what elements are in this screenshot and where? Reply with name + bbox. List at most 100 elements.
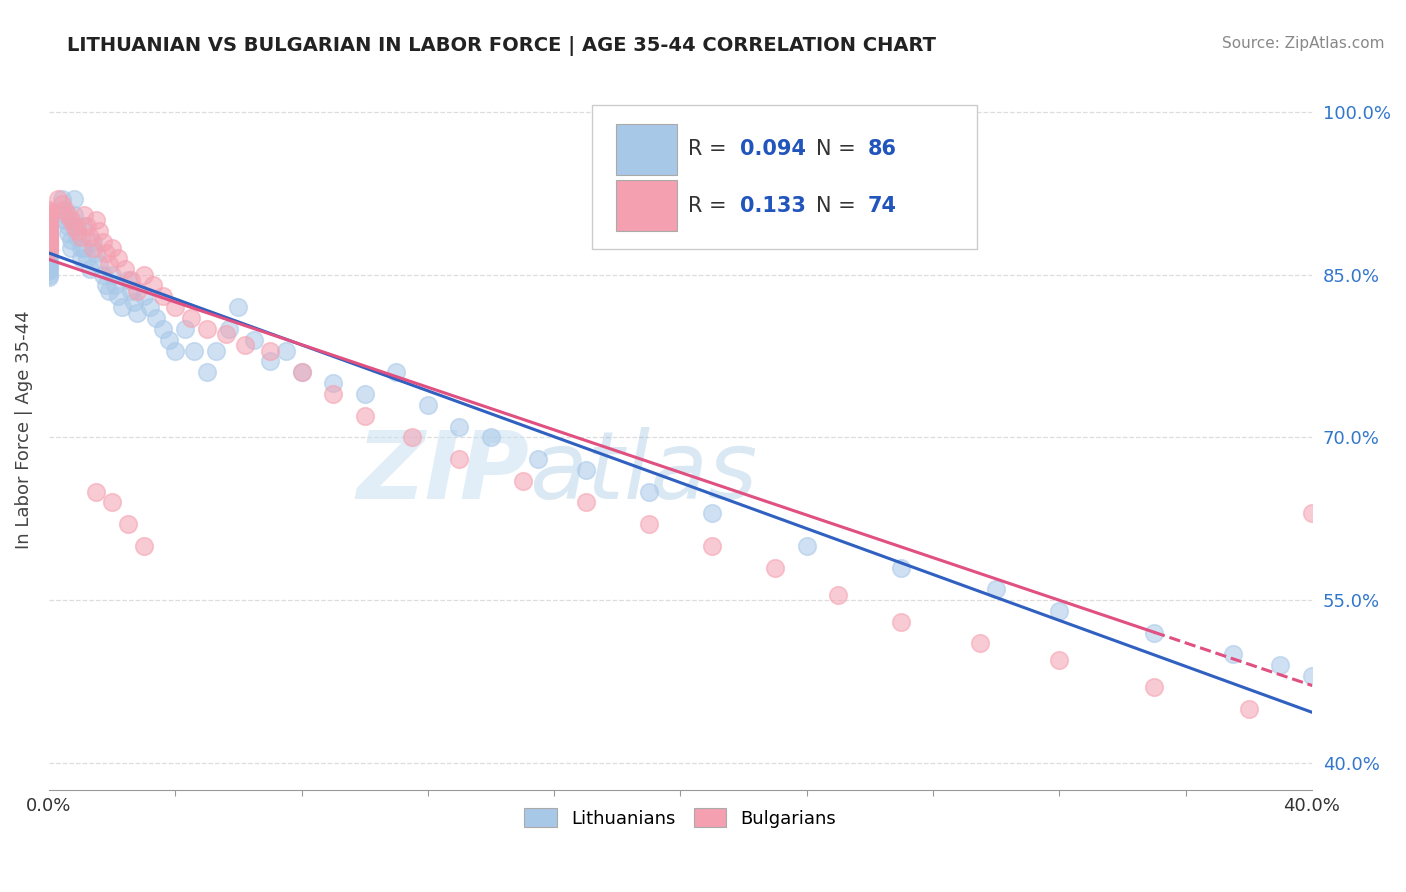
Point <box>38 222 60 236</box>
Point <box>86 484 108 499</box>
Point <box>38 268 60 282</box>
Point <box>165 300 187 314</box>
Text: LITHUANIAN VS BULGARIAN IN LABOR FORCE | AGE 35-44 CORRELATION CHART: LITHUANIAN VS BULGARIAN IN LABOR FORCE |… <box>67 36 936 55</box>
Point <box>89 257 111 271</box>
Point <box>527 452 550 467</box>
Text: ZIP: ZIP <box>356 426 529 518</box>
Point <box>104 278 127 293</box>
Point <box>700 539 723 553</box>
Point <box>1143 680 1166 694</box>
Point <box>38 227 60 242</box>
Point <box>38 235 60 249</box>
FancyBboxPatch shape <box>616 179 676 231</box>
Point <box>38 227 60 241</box>
Point <box>142 278 165 293</box>
Point <box>38 237 60 252</box>
Point <box>38 269 60 284</box>
Point <box>132 268 155 282</box>
Point <box>69 240 91 254</box>
Point <box>86 246 108 260</box>
Point <box>1364 539 1386 553</box>
Point <box>827 588 849 602</box>
Point <box>38 254 60 268</box>
Text: atlas: atlas <box>529 427 756 518</box>
Point <box>173 322 195 336</box>
Text: R =: R = <box>688 139 734 160</box>
Point <box>38 219 60 233</box>
Point <box>195 322 218 336</box>
Point <box>38 219 60 234</box>
Point <box>82 240 104 254</box>
Point <box>66 224 89 238</box>
Point <box>66 219 89 233</box>
Point <box>890 615 912 629</box>
Point <box>73 208 96 222</box>
Point <box>385 365 408 379</box>
Point <box>94 246 117 260</box>
Point <box>38 262 60 277</box>
Point <box>38 242 60 256</box>
Text: 74: 74 <box>868 195 897 216</box>
Point <box>56 227 79 241</box>
Point <box>38 209 60 223</box>
Point <box>107 289 129 303</box>
Point <box>763 560 786 574</box>
Point <box>1047 653 1070 667</box>
Point <box>1237 701 1260 715</box>
FancyBboxPatch shape <box>616 124 676 176</box>
Point <box>322 376 344 390</box>
Point <box>38 204 60 219</box>
Point <box>97 284 120 298</box>
Point <box>69 252 91 266</box>
FancyBboxPatch shape <box>592 104 977 249</box>
Point <box>101 268 124 282</box>
Point <box>290 365 312 379</box>
Point <box>132 539 155 553</box>
Point <box>38 243 60 257</box>
Y-axis label: In Labor Force | Age 35-44: In Labor Force | Age 35-44 <box>15 310 32 549</box>
Point <box>233 338 256 352</box>
Point <box>165 343 187 358</box>
Text: 0.094: 0.094 <box>740 139 806 160</box>
Point <box>416 398 439 412</box>
Point <box>38 211 60 226</box>
Point <box>94 278 117 293</box>
Point <box>122 294 145 309</box>
Point <box>38 252 60 266</box>
Point <box>152 322 174 336</box>
Point <box>127 284 149 298</box>
Point <box>127 305 149 319</box>
Point <box>66 229 89 244</box>
Point <box>51 197 73 211</box>
Point <box>114 262 136 277</box>
Point <box>38 229 60 244</box>
Point <box>76 252 98 266</box>
Point <box>60 240 83 254</box>
Point <box>60 213 83 227</box>
Point <box>56 219 79 233</box>
Point <box>117 273 139 287</box>
Point <box>110 300 132 314</box>
Text: N =: N = <box>815 195 862 216</box>
Point <box>107 252 129 266</box>
Point <box>290 365 312 379</box>
Point <box>38 233 60 247</box>
Point <box>986 582 1008 597</box>
Text: 86: 86 <box>868 139 897 160</box>
Point <box>53 208 76 222</box>
Point <box>152 289 174 303</box>
Point <box>38 207 60 221</box>
Point <box>38 239 60 253</box>
Point <box>120 273 142 287</box>
Point <box>86 213 108 227</box>
Point <box>1301 506 1323 520</box>
Point <box>38 264 60 278</box>
Point <box>215 327 238 342</box>
Point <box>38 233 60 247</box>
Point <box>60 233 83 247</box>
Point <box>401 430 423 444</box>
Point <box>38 213 60 227</box>
Point <box>63 208 86 222</box>
Point <box>48 192 70 206</box>
Point <box>195 365 218 379</box>
